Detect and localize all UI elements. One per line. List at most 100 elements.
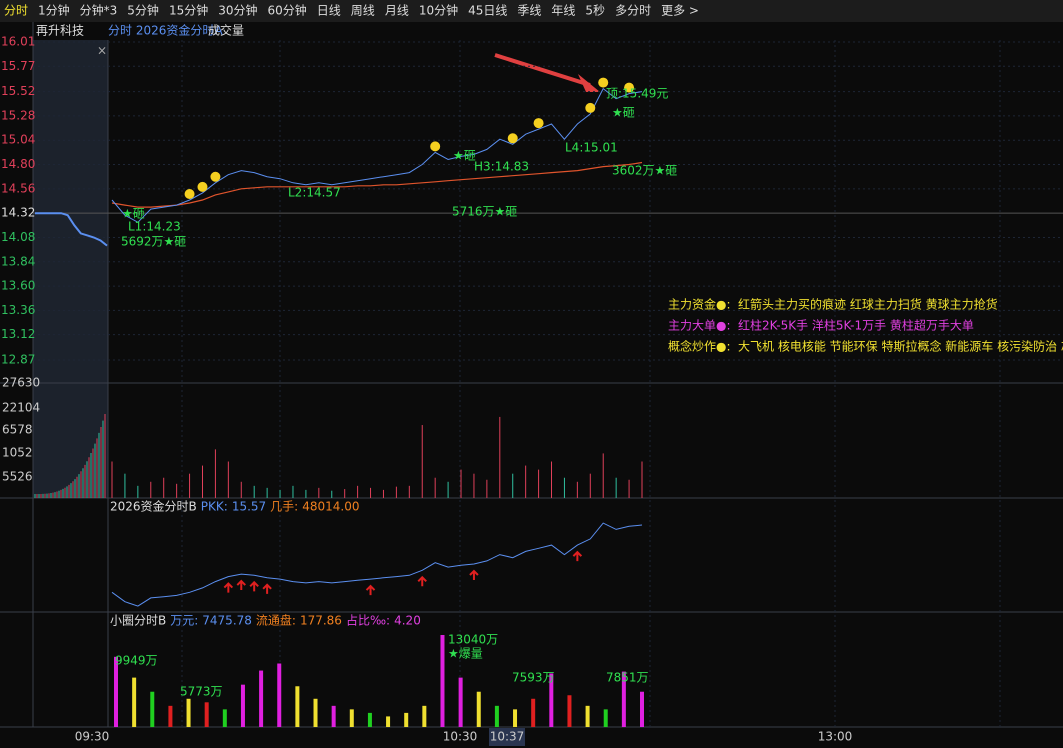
- order-bar: [531, 698, 536, 727]
- signal-dot: [507, 133, 518, 144]
- indicator-header: 48014.00: [302, 500, 359, 514]
- indicator-header: 2026资金分时B: [110, 499, 197, 514]
- indicator-header: 占比‰:: [346, 613, 390, 628]
- volume-label: 成交量: [208, 23, 244, 38]
- indicator-header: 几手:: [270, 500, 298, 514]
- premarket-bg: [33, 40, 108, 498]
- price-line: [111, 87, 643, 223]
- legend-text: 大飞机 核电核能 节能环保 特斯拉概念 新能源车 核污染防治 芯: [738, 339, 1063, 354]
- indicator-header: 流通盘:: [256, 613, 296, 628]
- legend-label: 概念炒作●:: [668, 339, 731, 354]
- volume-axis-label: 27630: [2, 376, 40, 390]
- time-highlight: [489, 728, 525, 746]
- volume-axis-label: 6578: [2, 423, 33, 437]
- red-arrow: [469, 569, 479, 580]
- legend-label: 主力资金●:: [668, 297, 731, 312]
- order-bar: [494, 705, 499, 727]
- order-bar: [259, 670, 264, 727]
- toolbar-tab[interactable]: 分钟*3: [80, 3, 118, 18]
- red-arrow: [249, 580, 259, 592]
- toolbar-tab[interactable]: 45日线: [468, 4, 507, 18]
- indicator-name: 分时 2026资金分时A: [108, 23, 223, 38]
- red-arrow: [417, 575, 427, 587]
- annotation: ★砸: [453, 149, 476, 163]
- order-bar: [204, 702, 209, 727]
- order-bar: [603, 709, 608, 727]
- annotation: 5716万★砸: [452, 205, 517, 219]
- y-tick-label: 16.01: [1, 35, 35, 49]
- signal-dot: [598, 77, 609, 88]
- annotation: 5692万★砸: [121, 235, 186, 249]
- time-label: 10:37: [490, 730, 525, 744]
- volume-axis-label: 5526: [2, 470, 33, 484]
- order-annotation: 7851万: [606, 671, 649, 685]
- signal-dot: [430, 141, 441, 152]
- order-bar: [168, 705, 173, 727]
- order-annotation: 5773万: [180, 685, 223, 699]
- time-label: 13:00: [818, 730, 853, 744]
- toolbar-tab[interactable]: 多分时: [615, 4, 651, 18]
- toolbar-tab[interactable]: 5秒: [585, 4, 605, 18]
- time-label: 09:30: [75, 730, 110, 744]
- order-bar: [476, 691, 481, 727]
- legend-label: 主力大单●:: [668, 319, 731, 333]
- y-tick-label: 14.32: [1, 206, 35, 220]
- red-arrow: [572, 550, 583, 562]
- toolbar-tab[interactable]: 月线: [385, 4, 409, 18]
- red-arrow: [365, 584, 376, 596]
- toolbar-tab[interactable]: 30分钟: [218, 3, 257, 18]
- toolbar-tab[interactable]: 60分钟: [268, 3, 307, 18]
- toolbar-tab[interactable]: 年线: [551, 4, 575, 18]
- toolbar-tab[interactable]: 周线: [351, 4, 375, 18]
- signal-dot: [624, 82, 635, 93]
- annotation: L2:14.57: [288, 186, 341, 200]
- toolbar: [0, 0, 1063, 22]
- order-bar: [513, 709, 518, 727]
- arrow: [494, 53, 591, 87]
- legend-text: 红箭头主力买的痕迹 红球主力扫货 黄球主力抢货: [738, 297, 998, 312]
- order-bar: [621, 671, 626, 727]
- toolbar-tab[interactable]: 季线: [517, 4, 541, 18]
- annotation: ★砸: [122, 207, 145, 221]
- signal-dot: [197, 181, 208, 192]
- indicator-header: 小圈分时B: [110, 614, 166, 628]
- order-bar: [222, 709, 227, 727]
- y-tick-label: 15.28: [1, 108, 35, 122]
- toolbar-tab[interactable]: 15分钟: [169, 3, 208, 18]
- toolbar-tab[interactable]: 分时: [4, 4, 28, 18]
- order-bar: [349, 709, 354, 727]
- toolbar-tab[interactable]: 日线: [317, 4, 341, 18]
- order-annotation: 7593万: [512, 671, 555, 685]
- toolbar-tab[interactable]: 1分钟: [38, 3, 70, 18]
- order-bar: [295, 686, 300, 727]
- order-bar: [313, 698, 318, 727]
- y-tick-label: 14.80: [1, 157, 35, 171]
- toolbar-tab[interactable]: 5分钟: [127, 3, 159, 18]
- annotation: 3602万★砸: [612, 164, 677, 178]
- order-bar: [186, 698, 191, 727]
- order-bar: [549, 673, 554, 727]
- indicator-line: [111, 522, 643, 607]
- order-bar: [367, 712, 372, 727]
- time-label: 10:30: [443, 730, 478, 744]
- y-tick-label: 15.77: [1, 59, 35, 73]
- toolbar-tab[interactable]: 更多 >: [661, 4, 699, 18]
- y-tick-label: 12.87: [1, 353, 35, 367]
- y-tick-label: 15.52: [1, 84, 35, 98]
- y-tick-label: 14.08: [1, 230, 35, 244]
- red-arrow: [262, 583, 272, 594]
- order-bar: [585, 705, 590, 727]
- close-icon[interactable]: ×: [97, 44, 107, 58]
- arrow-head: [578, 74, 600, 92]
- toolbar-tab[interactable]: 10分钟: [419, 3, 458, 18]
- y-tick-label: 15.04: [1, 133, 35, 147]
- volume-axis-label: 22104: [2, 401, 40, 415]
- order-bar: [567, 695, 572, 727]
- signal-dot: [184, 188, 195, 199]
- y-tick-label: 14.56: [1, 181, 35, 195]
- signal-dot: [210, 171, 221, 182]
- indicator-header: PKK:: [201, 500, 228, 514]
- order-bar: [150, 691, 155, 727]
- annotation: 顶:15.49元: [606, 87, 668, 101]
- annotation: ★砸: [612, 106, 635, 120]
